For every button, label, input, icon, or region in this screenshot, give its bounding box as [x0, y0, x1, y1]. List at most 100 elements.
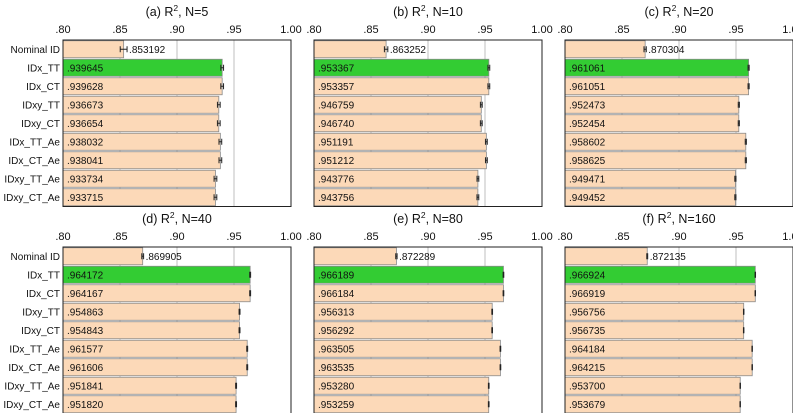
panel-c-value-label: .961061	[569, 63, 606, 74]
category-label: IDx_TT	[27, 270, 60, 281]
panel-f-value-label: .966919	[569, 289, 606, 300]
panel-e-xtick-label: .95	[477, 231, 492, 243]
panel-c-value-label: .870304	[648, 45, 685, 56]
panel-c-value-label: .952473	[569, 100, 606, 111]
panel-b-value-label: .863252	[390, 45, 427, 56]
panel-a-xtick-label: .80	[55, 24, 70, 36]
panel-e-value-label: .953280	[318, 381, 355, 392]
panel-a-bar	[62, 40, 125, 59]
category-label: IDx_CT_Ae	[8, 156, 60, 167]
panel-c-frame	[564, 39, 793, 207]
panel-b-value-label: .953367	[318, 63, 355, 74]
panel-e-value-label: .963505	[318, 344, 355, 355]
panel-a-xtick-label: .85	[112, 24, 127, 36]
panel-d-value-label: .869905	[146, 252, 183, 263]
category-label: IDxy_CT	[21, 119, 60, 130]
category-label: IDx_TT_Ae	[9, 344, 60, 355]
panel-b-xtick-label: .90	[420, 24, 435, 36]
panel-b-xtick-label: .95	[477, 24, 492, 36]
panel-f-value-label: .953700	[569, 381, 606, 392]
category-label: IDxy_TT_Ae	[4, 381, 60, 392]
panel-c-bar	[564, 40, 646, 59]
category-label: IDxy_CT_Ae	[3, 193, 60, 204]
panel-b-title: (b) R2, N=10	[393, 3, 463, 19]
panel-a-value-label: .933715	[67, 193, 104, 204]
panel-e-value-label: .966189	[318, 270, 355, 281]
panel-d-bar	[62, 247, 144, 266]
panel-a-xtick-label: .95	[226, 24, 241, 36]
panel-d-xtick-label: .85	[112, 231, 127, 243]
panel-f-value-label: .964215	[569, 363, 606, 374]
category-label: IDx_TT	[27, 63, 60, 74]
panel-f-value-label: .956735	[569, 326, 606, 337]
panel-f-xtick-label: .95	[728, 231, 743, 243]
category-label: IDxy_TT	[22, 100, 60, 111]
panel-c-xtick-label: .85	[614, 24, 629, 36]
panel-d-value-label: .964167	[67, 289, 104, 300]
panel-d-xtick-label: 1.00	[280, 231, 301, 243]
panel-f-value-label: .964184	[569, 344, 606, 355]
panel-e-xtick-label: 1.00	[531, 231, 552, 243]
panel-f-xtick-label: .80	[557, 231, 572, 243]
panel-b-value-label: .953357	[318, 82, 355, 93]
category-label: IDxy_TT_Ae	[4, 174, 60, 185]
panel-d-title: (d) R2, N=40	[142, 210, 212, 226]
panel-f-bar	[564, 247, 648, 266]
panel-c-xtick-label: .95	[728, 24, 743, 36]
panel-e-value-label: .956292	[318, 326, 355, 337]
panel-e-xtick-label: .90	[420, 231, 435, 243]
panel-c-xtick-label: .80	[557, 24, 572, 36]
panel-b-value-label: .946740	[318, 119, 355, 130]
panel-e-xtick-label: .80	[306, 231, 321, 243]
panel-b-xtick-label: .85	[363, 24, 378, 36]
panel-c-value-label: .949471	[569, 174, 606, 185]
panel-f-xtick-label: .90	[671, 231, 686, 243]
panel-d-value-label: .964172	[67, 270, 104, 281]
panel-c-title: (c) R2, N=20	[645, 3, 714, 19]
panel-e-value-label: .966184	[318, 289, 355, 300]
panel-d-value-label: .961577	[67, 344, 104, 355]
panel-f-value-label: .872135	[650, 252, 687, 263]
panel-a-value-label: .853192	[129, 45, 166, 56]
panel-c-value-label: .949452	[569, 193, 606, 204]
panel-d-xtick-label: .90	[169, 231, 184, 243]
panel-e-frame	[313, 246, 543, 413]
panel-d-xtick-label: .95	[226, 231, 241, 243]
panel-a-frame	[62, 39, 292, 207]
panel-a-xtick-label: .90	[169, 24, 184, 36]
panel-e-bar	[313, 247, 397, 266]
panel-c-value-label: .958602	[569, 137, 606, 148]
panel-b-xtick-label: .80	[306, 24, 321, 36]
panel-a-xtick-label: 1.00	[280, 24, 301, 36]
panel-c-xtick-label: 1.00	[782, 24, 793, 36]
panel-a-value-label: .936673	[67, 100, 104, 111]
category-label: Nominal ID	[11, 45, 60, 56]
panel-d-value-label: .951820	[67, 400, 104, 411]
panel-b-value-label: .951212	[318, 156, 355, 167]
panel-a-value-label: .939628	[67, 82, 104, 93]
panel-a-value-label: .936654	[67, 119, 104, 130]
panel-b-frame	[313, 39, 543, 207]
panel-a-title: (a) R2, N=5	[146, 3, 209, 19]
panel-b-value-label: .946759	[318, 100, 355, 111]
panel-d-value-label: .951841	[67, 381, 104, 392]
panel-b-value-label: .943776	[318, 174, 355, 185]
category-label: IDxy_CT_Ae	[3, 400, 60, 411]
panel-b-value-label: .951191	[318, 137, 354, 148]
panel-f-title: (f) R2, N=160	[642, 210, 715, 226]
panel-a-value-label: .933734	[67, 174, 104, 185]
panel-d-xtick-label: .80	[55, 231, 70, 243]
panel-e-value-label: .872289	[399, 252, 436, 263]
panel-a-value-label: .938041	[67, 156, 104, 167]
panel-f-value-label: .956756	[569, 307, 606, 318]
panel-d-value-label: .954843	[67, 326, 104, 337]
panel-e-value-label: .963535	[318, 363, 355, 374]
panel-e-title: (e) R2, N=80	[393, 210, 463, 226]
panel-e-value-label: .956313	[318, 307, 355, 318]
panel-b-xtick-label: 1.00	[531, 24, 552, 36]
category-label: IDx_CT	[26, 82, 60, 93]
category-label: IDx_CT	[26, 289, 60, 300]
panel-f-frame	[564, 246, 793, 413]
panel-a-value-label: .939645	[67, 63, 104, 74]
